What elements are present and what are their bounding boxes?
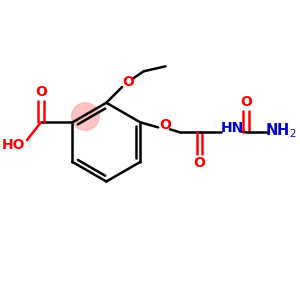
Text: O: O [194,156,206,170]
Circle shape [72,103,99,130]
Text: NH$_2$: NH$_2$ [266,121,297,140]
Text: O: O [240,95,252,109]
Text: O: O [122,75,134,89]
Text: O: O [35,85,47,99]
Text: HO: HO [2,138,25,152]
Text: O: O [159,118,171,132]
Text: HN: HN [220,121,244,135]
